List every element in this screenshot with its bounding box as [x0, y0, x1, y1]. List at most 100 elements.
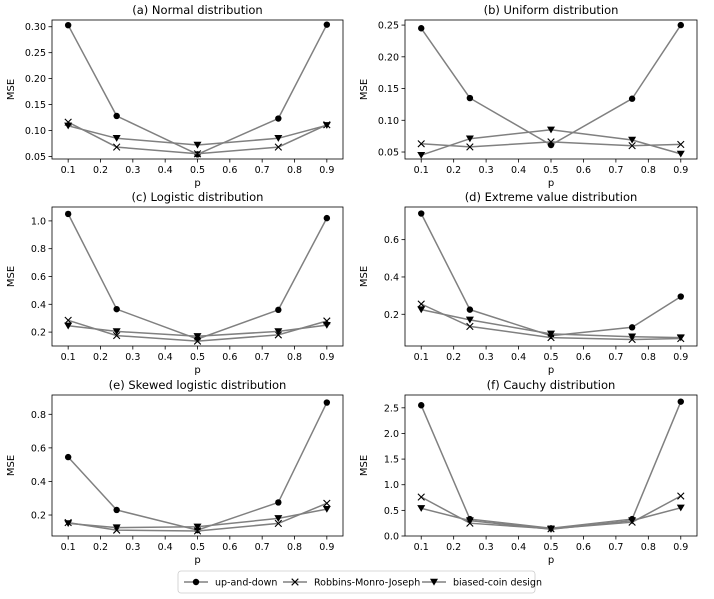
data-point: [323, 214, 331, 222]
y-tick-label: 0.6: [384, 235, 399, 246]
panel-title: (b) Uniform distribution: [484, 3, 619, 17]
x-tick-label: 0.1: [61, 352, 76, 363]
x-tick-label: 0.5: [543, 542, 558, 553]
series-up-and-down: [64, 399, 331, 534]
data-point: [547, 330, 555, 338]
data-point: [275, 499, 282, 506]
data-point: [677, 293, 684, 300]
x-tick-label: 0.6: [222, 352, 237, 363]
y-tick-label: 0.2: [384, 310, 399, 321]
data-point: [193, 527, 202, 535]
series-robbins-monro-joseph: [64, 316, 331, 345]
data-point: [465, 135, 474, 143]
x-tick-label: 0.1: [414, 542, 429, 553]
y-tick-label: 1.5: [384, 455, 399, 466]
x-tick-label: 0.8: [641, 352, 656, 363]
data-point: [112, 331, 121, 340]
data-point: [547, 333, 555, 342]
x-tick-label: 0.4: [158, 542, 173, 553]
x-tick-label: 0.4: [158, 352, 173, 363]
x-tick-label: 0.7: [608, 352, 623, 363]
data-point: [193, 337, 202, 345]
data-point: [193, 333, 202, 340]
y-tick-label: 0.6: [31, 272, 46, 283]
y-tick-label: 0.2: [31, 511, 46, 522]
y-tick-label: 0.4: [384, 272, 399, 283]
y-tick-label: 1.0: [31, 216, 46, 227]
data-point: [418, 210, 425, 217]
x-tick-label: 0.5: [190, 352, 205, 363]
data-point: [628, 517, 637, 525]
x-tick-label: 0.4: [511, 165, 526, 176]
data-point: [417, 505, 426, 512]
x-tick-label: 0.9: [319, 165, 334, 176]
y-axis-label: MSE: [6, 266, 17, 287]
series-up-and-down: [64, 21, 331, 158]
y-tick-label: 0.30: [25, 22, 46, 33]
x-axis-label: p: [194, 178, 200, 189]
series-up-and-down: [64, 210, 331, 343]
series-line: [67, 402, 328, 531]
panels: (a) Normal distribution 0.1 0.2 0.3 0.4 0.5 0.…: [6, 3, 698, 566]
x-tick-label: 0.6: [222, 165, 237, 176]
legend-marker: [291, 578, 299, 586]
data-point: [64, 21, 72, 29]
x-tick-label: 0.2: [93, 165, 108, 176]
x-tick-label: 0.8: [287, 165, 302, 176]
data-point: [274, 328, 283, 336]
y-tick-label: 0.05: [25, 152, 46, 163]
series-biased-coin-design: [64, 321, 331, 340]
y-axis-label: MSE: [6, 455, 17, 476]
data-point: [418, 25, 425, 32]
data-point: [418, 402, 425, 409]
series-biased-coin-design: [64, 122, 331, 149]
chart-panel-6: (f) Cauchy distribution 0.1 0.2 0.3 0.4 0.5 0.…: [359, 378, 698, 566]
data-point: [112, 143, 121, 151]
data-point: [64, 520, 73, 528]
x-tick-label: 0.4: [158, 165, 173, 176]
data-point: [113, 305, 120, 313]
data-point: [64, 322, 73, 330]
panel-title: (a) Normal distribution: [132, 3, 262, 17]
series-line: [67, 121, 328, 155]
x-tick-label: 0.8: [287, 542, 302, 553]
x-tick-label: 0.8: [641, 165, 656, 176]
y-tick-label: 0.0: [384, 532, 399, 543]
series-line: [420, 401, 682, 530]
y-tick-label: 0.10: [378, 116, 399, 127]
y-tick-label: 0.8: [31, 244, 46, 255]
x-tick-label: 0.7: [255, 542, 270, 553]
x-tick-label: 0.2: [93, 352, 108, 363]
data-point: [112, 524, 121, 532]
x-tick-label: 0.4: [511, 352, 526, 363]
y-tick-label: 0.8: [31, 410, 46, 421]
x-axis-label: p: [548, 555, 554, 566]
y-tick-label: 0.20: [378, 52, 399, 63]
series-biased-coin-design: [417, 126, 685, 159]
x-tick-label: 0.1: [61, 165, 76, 176]
data-point: [547, 138, 555, 146]
y-tick-label: 0.15: [25, 100, 46, 111]
data-point: [64, 122, 73, 130]
data-point: [323, 21, 331, 28]
data-point: [112, 135, 121, 142]
chart-panel-5: (e) Skewed logistic distribution 0.1 0.2 0.…: [6, 378, 344, 566]
data-point: [628, 324, 636, 331]
x-tick-label: 0.6: [576, 165, 591, 176]
data-point: [112, 328, 121, 336]
y-tick-label: 0.05: [378, 148, 399, 159]
chart-panel-1: (a) Normal distribution 0.1 0.2 0.3 0.4 0.5 0.…: [6, 3, 344, 189]
x-tick-label: 0.2: [446, 542, 461, 553]
data-point: [193, 523, 202, 531]
data-point: [465, 517, 474, 525]
y-axis-label: MSE: [359, 266, 370, 287]
series-robbins-monro-joseph: [64, 499, 331, 535]
x-axis-label: p: [194, 555, 200, 566]
data-point: [193, 150, 202, 158]
series-line: [420, 495, 682, 530]
x-tick-label: 0.9: [673, 165, 688, 176]
data-point: [274, 515, 283, 522]
plot-frame: [51, 206, 344, 347]
x-axis-label: p: [548, 178, 554, 189]
